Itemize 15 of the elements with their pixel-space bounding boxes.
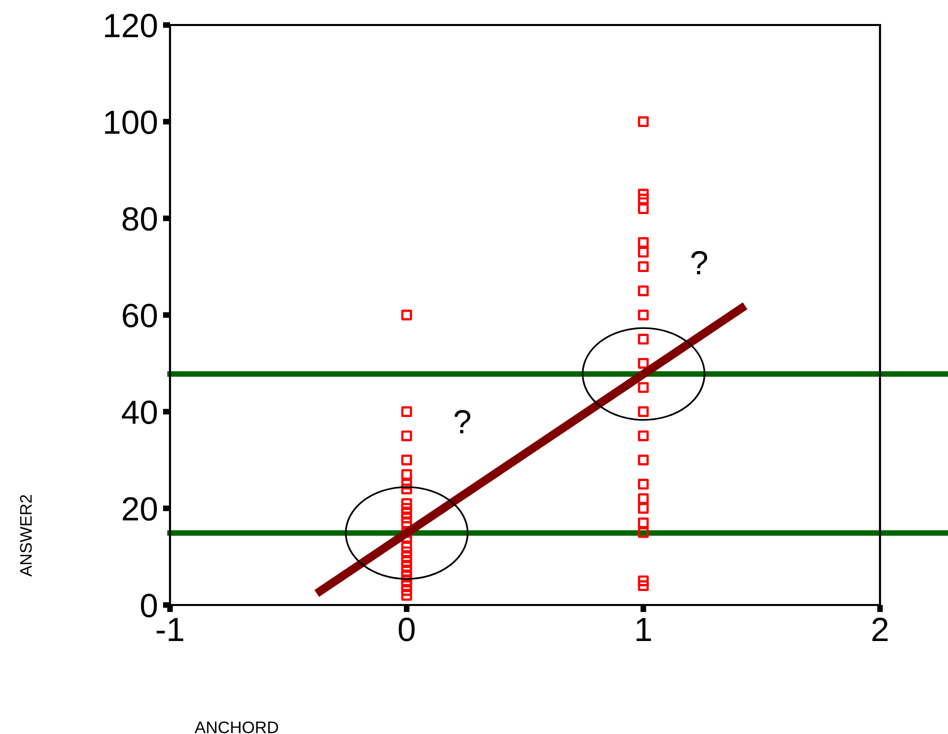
y-tick-label: 20 <box>122 497 157 521</box>
y-tick-label: 40 <box>122 400 157 424</box>
y-tick-label: 0 <box>140 594 157 618</box>
y-tick-label: 80 <box>122 207 157 231</box>
y-axis-title: ANSWER2 <box>20 495 32 577</box>
x-tick-label: -1 <box>156 618 184 641</box>
annotation: ? <box>454 410 470 434</box>
y-tick-label: 100 <box>105 110 157 134</box>
x-axis-title: ANCHORD <box>194 721 278 734</box>
x-tick-label: 2 <box>872 618 888 641</box>
y-tick-label: 60 <box>122 304 157 328</box>
y-tick-label: 120 <box>105 14 157 38</box>
x-tick-label: 1 <box>636 618 651 641</box>
annotation: ? <box>691 250 708 274</box>
x-tick-label: 0 <box>398 618 415 642</box>
